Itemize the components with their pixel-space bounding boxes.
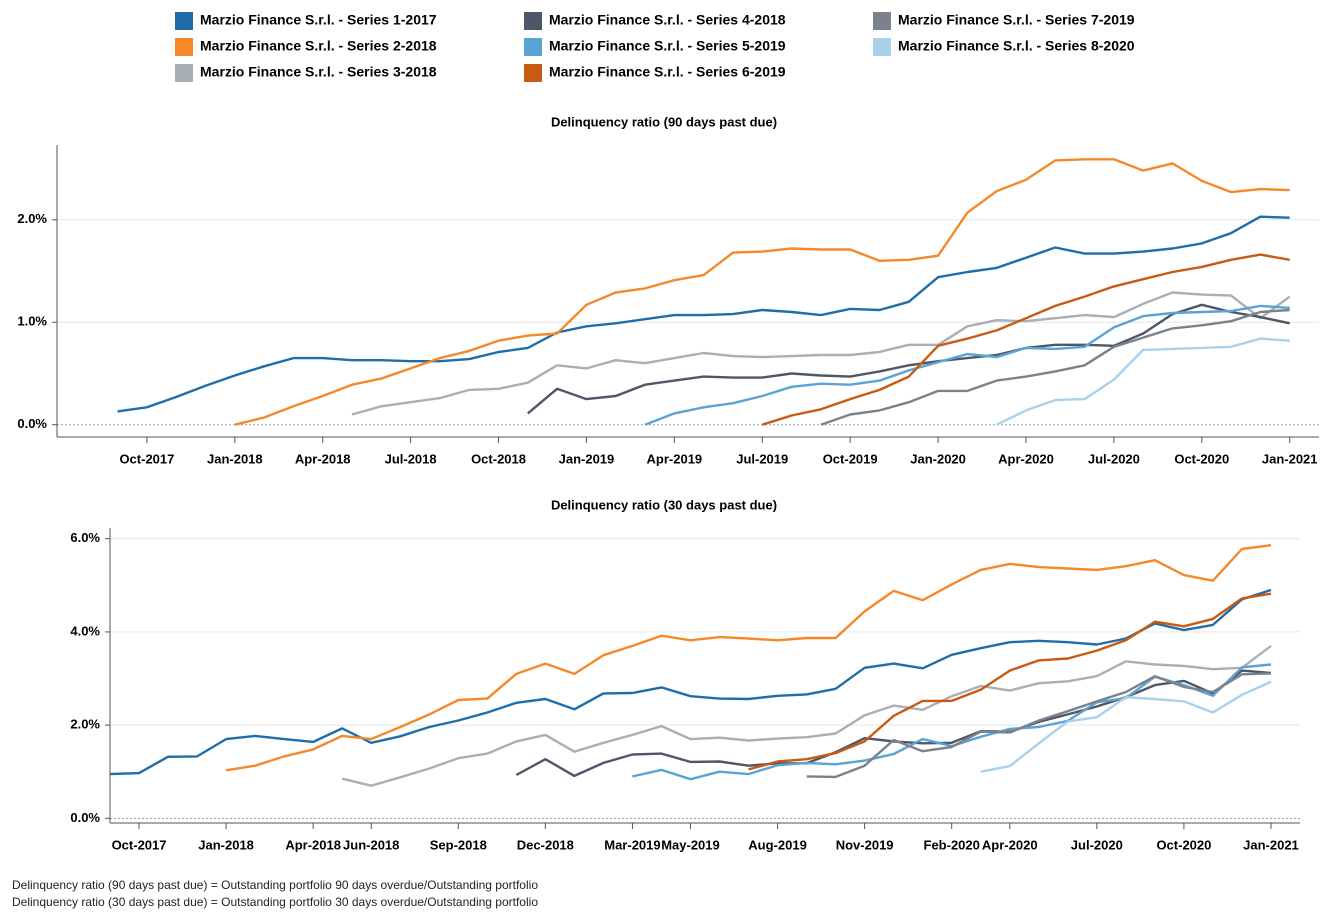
x-tick-label: Mar-2019 bbox=[604, 837, 660, 852]
x-tick-label: Feb-2020 bbox=[924, 837, 980, 852]
series-line bbox=[515, 669, 1272, 778]
x-tick-label: Apr-2018 bbox=[295, 451, 351, 466]
legend-label: Marzio Finance S.r.l. - Series 3-2018 bbox=[200, 64, 437, 80]
legend-swatch bbox=[175, 38, 193, 56]
series-line bbox=[748, 592, 1272, 771]
series-line bbox=[761, 253, 1290, 426]
y-tick-label: 0.0% bbox=[17, 416, 47, 431]
x-tick-label: Jul-2018 bbox=[385, 451, 437, 466]
x-tick-label: Jan-2019 bbox=[559, 451, 615, 466]
x-tick-label: Oct-2018 bbox=[471, 451, 526, 466]
x-tick-label: May-2019 bbox=[661, 837, 720, 852]
x-tick-label: Nov-2019 bbox=[836, 837, 894, 852]
footnote: Delinquency ratio (90 days past due) = O… bbox=[12, 878, 538, 892]
series-line bbox=[820, 308, 1290, 426]
x-tick-label: Sep-2018 bbox=[430, 837, 487, 852]
legend-label: Marzio Finance S.r.l. - Series 2-2018 bbox=[200, 38, 437, 54]
x-tick-label: Oct-2017 bbox=[119, 451, 174, 466]
legend-swatch bbox=[873, 12, 891, 30]
x-tick-label: Apr-2018 bbox=[285, 837, 341, 852]
x-tick-label: Jan-2021 bbox=[1262, 451, 1318, 466]
y-tick-label: 4.0% bbox=[70, 623, 100, 638]
chart-title: Delinquency ratio (90 days past due) bbox=[551, 114, 777, 129]
x-tick-label: Jan-2020 bbox=[910, 451, 966, 466]
legend-label: Marzio Finance S.r.l. - Series 4-2018 bbox=[549, 12, 786, 28]
series-line bbox=[109, 588, 1272, 776]
x-tick-label: Jan-2021 bbox=[1243, 837, 1299, 852]
series-line bbox=[341, 644, 1272, 787]
x-tick-label: Jul-2020 bbox=[1088, 451, 1140, 466]
x-tick-label: Oct-2020 bbox=[1174, 451, 1229, 466]
legend-swatch bbox=[873, 38, 891, 56]
x-tick-label: Jul-2019 bbox=[736, 451, 788, 466]
legend-swatch bbox=[524, 12, 542, 30]
x-tick-label: Jul-2020 bbox=[1071, 837, 1123, 852]
legend-swatch bbox=[524, 64, 542, 82]
chart-title: Delinquency ratio (30 days past due) bbox=[551, 497, 777, 512]
legend-label: Marzio Finance S.r.l. - Series 7-2019 bbox=[898, 12, 1135, 28]
x-tick-label: Oct-2020 bbox=[1156, 837, 1211, 852]
x-tick-label: Apr-2020 bbox=[982, 837, 1038, 852]
footnote: Delinquency ratio (30 days past due) = O… bbox=[12, 895, 538, 909]
series-line bbox=[117, 215, 1290, 413]
series-line bbox=[351, 291, 1291, 416]
x-tick-label: Jan-2018 bbox=[198, 837, 254, 852]
legend-label: Marzio Finance S.r.l. - Series 6-2019 bbox=[549, 64, 786, 80]
series-line bbox=[234, 158, 1290, 426]
y-tick-label: 1.0% bbox=[17, 314, 47, 329]
x-tick-label: Dec-2018 bbox=[517, 837, 574, 852]
series-line bbox=[644, 304, 1290, 426]
legend-label: Marzio Finance S.r.l. - Series 8-2020 bbox=[898, 38, 1135, 54]
legend-label: Marzio Finance S.r.l. - Series 1-2017 bbox=[200, 12, 437, 28]
y-tick-label: 2.0% bbox=[17, 211, 47, 226]
x-tick-label: Apr-2019 bbox=[647, 451, 703, 466]
series-line bbox=[225, 544, 1272, 772]
x-tick-label: Oct-2019 bbox=[823, 451, 878, 466]
x-tick-label: Apr-2020 bbox=[998, 451, 1054, 466]
x-tick-label: Oct-2017 bbox=[112, 837, 167, 852]
series-line bbox=[980, 680, 1272, 773]
series-line bbox=[996, 337, 1290, 426]
x-tick-label: Aug-2019 bbox=[748, 837, 807, 852]
y-tick-label: 0.0% bbox=[70, 810, 100, 825]
y-tick-label: 6.0% bbox=[70, 530, 100, 545]
x-tick-label: Jan-2018 bbox=[207, 451, 263, 466]
legend-swatch bbox=[175, 64, 193, 82]
series-line bbox=[806, 672, 1272, 779]
series-line bbox=[527, 303, 1290, 415]
y-tick-label: 2.0% bbox=[70, 717, 100, 732]
legend-label: Marzio Finance S.r.l. - Series 5-2019 bbox=[549, 38, 786, 54]
legend-swatch bbox=[175, 12, 193, 30]
legend-swatch bbox=[524, 38, 542, 56]
x-tick-label: Jun-2018 bbox=[343, 837, 399, 852]
